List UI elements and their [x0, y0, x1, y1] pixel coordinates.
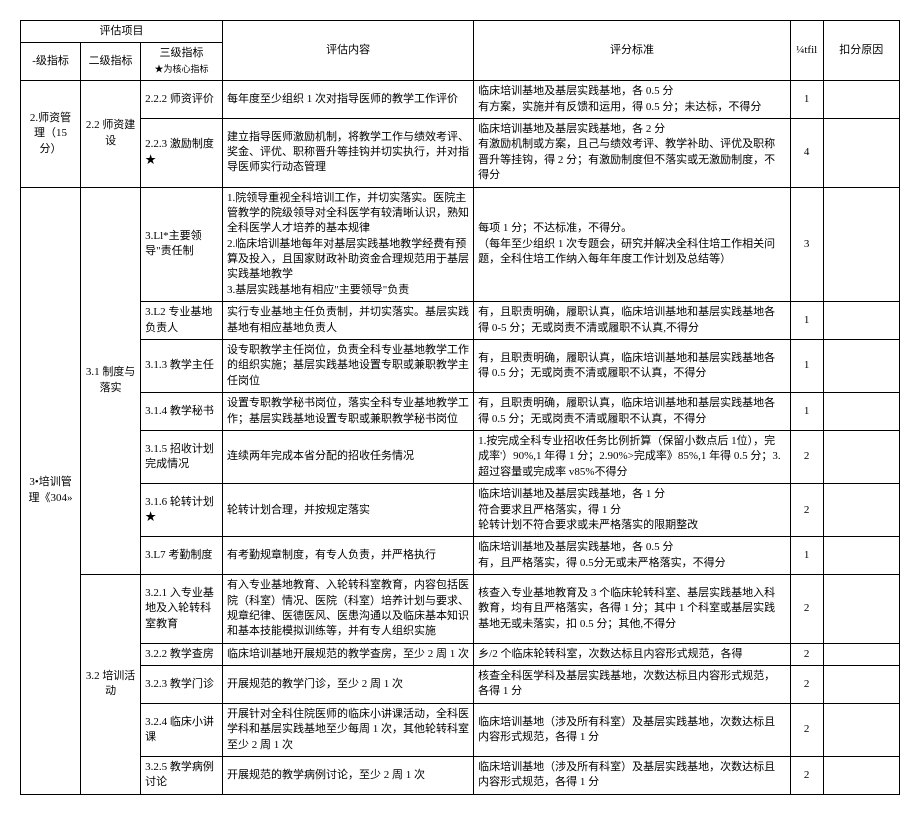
- content-cell: 开展规范的教学门诊，至少 2 周 1 次: [223, 666, 474, 704]
- score-cell: 2: [790, 643, 823, 665]
- table-row: 3.1.6 轮转计划★轮转计划合理，并按规定落实临床培训基地及基层实践基地，各 …: [21, 484, 900, 537]
- content-cell: 临床培训基地开展规范的教学查房，至少 2 周 1 次: [223, 643, 474, 665]
- lv3-cell: 3.2.5 教学病例讨论: [141, 757, 223, 795]
- table-row: 3.1.5 招收计划完成情况连续两年完成本省分配的招收任务情况1.按完成全科专业…: [21, 430, 900, 483]
- lv3-cell: 3.L7 考勤制度: [141, 537, 223, 575]
- reason-cell: [823, 484, 899, 537]
- reason-cell: [823, 393, 899, 431]
- header-content: 评估内容: [223, 21, 474, 81]
- content-cell: 建立指导医师激励机制，将教学工作与绩效考评、奖金、评优、职称晋升等挂钩并切实执行…: [223, 118, 474, 187]
- content-cell: 1.院领导重视全科培训工作，并切实落实。医院主管教学的院级领导对全科医学有较清晰…: [223, 187, 474, 302]
- standard-cell: 有，且职责明确，履职认真，临床培训基地和基层实践基地各得 0-5 分；无或岗责不…: [474, 302, 791, 340]
- table-row: 2.师资管理（15 分）2.2 师资建设2.2.2 师资评价每年度至少组织 1 …: [21, 81, 900, 119]
- score-cell: 2: [790, 666, 823, 704]
- standard-cell: 临床培训基地（涉及所有科室）及基层实践基地，次数达标且内容形式规范，各得 1 分: [474, 703, 791, 756]
- score-cell: 2: [790, 484, 823, 537]
- content-cell: 连续两年完成本省分配的招收任务情况: [223, 430, 474, 483]
- standard-cell: 核查入专业基地教育及 3 个临床轮转科室、基层实践基地入科教育，均有且严格落实，…: [474, 575, 791, 644]
- header-score: ¼tfil: [790, 21, 823, 81]
- standard-cell: 临床培训基地及基层实践基地，各 0.5 分 有方案，实施并有反馈和运用，得 0.…: [474, 81, 791, 119]
- score-cell: 1: [790, 537, 823, 575]
- content-cell: 有入专业基地教育、入轮转科室教育，内容包括医院（科室）情况、医院（科室）培养计划…: [223, 575, 474, 644]
- standard-cell: 核查全科医学科及基层实践基地，次数达标且内容形式规范，各得 1 分: [474, 666, 791, 704]
- reason-cell: [823, 187, 899, 302]
- standard-cell: 每项 1 分；不达标准，不得分。 （每年至少组织 1 次专题会，研究并解决全科住…: [474, 187, 791, 302]
- standard-cell: 临床培训基地及基层实践基地，各 0.5 分 有，且严格落实，得 0.5分无或未严…: [474, 537, 791, 575]
- lv2-cell: 3.1 制度与落实: [81, 187, 141, 575]
- lv3-cell: 3.2.4 临床小讲课: [141, 703, 223, 756]
- score-cell: 2: [790, 703, 823, 756]
- content-cell: 设专职教学主任岗位，负责全科专业基地教学工作的组织实施；基层实践基地设置专职或兼…: [223, 340, 474, 393]
- header-standard: 评分标准: [474, 21, 791, 81]
- standard-cell: 临床培训基地（涉及所有科室）及基层实践基地，次数达标且内容形式规范，各得 1 分: [474, 757, 791, 795]
- table-row: 2.2.3 激励制度★建立指导医师激励机制，将教学工作与绩效考评、奖金、评优、职…: [21, 118, 900, 187]
- lv3-cell: 2.2.3 激励制度★: [141, 118, 223, 187]
- content-cell: 轮转计划合理，并按规定落实: [223, 484, 474, 537]
- content-cell: 每年度至少组织 1 次对指导医师的教学工作评价: [223, 81, 474, 119]
- reason-cell: [823, 575, 899, 644]
- standard-cell: 临床培训基地及基层实践基地，各 2 分 有激励机制或方案，且己与绩效考评、教学补…: [474, 118, 791, 187]
- header-group: 评估项目: [21, 21, 223, 43]
- header-lv3: 三级指标★为核心指标: [141, 43, 223, 81]
- reason-cell: [823, 666, 899, 704]
- score-cell: 4: [790, 118, 823, 187]
- lv3-cell: 3.2.1 入专业基地及入轮转科室教育: [141, 575, 223, 644]
- lv2-cell: 2.2 师资建设: [81, 81, 141, 187]
- score-cell: 1: [790, 340, 823, 393]
- lv3-cell: 3.2.3 教学门诊: [141, 666, 223, 704]
- score-cell: 2: [790, 430, 823, 483]
- score-cell: 2: [790, 575, 823, 644]
- standard-cell: 有，且职责明确，履职认真，临床培训基地和基层实践基地各得 0.5 分；无或岗责不…: [474, 340, 791, 393]
- reason-cell: [823, 302, 899, 340]
- table-row: 3•培训管理《304»3.1 制度与落实3.Ll*主要领导"责任制1.院领导重视…: [21, 187, 900, 302]
- reason-cell: [823, 757, 899, 795]
- header-lv1: -级指标: [21, 43, 81, 81]
- reason-cell: [823, 340, 899, 393]
- evaluation-table: 评估项目 评估内容 评分标准 ¼tfil 扣分原因 -级指标 二级指标 三级指标…: [20, 20, 900, 795]
- table-row: 3.2.3 教学门诊开展规范的教学门诊，至少 2 周 1 次核查全科医学科及基层…: [21, 666, 900, 704]
- table-row: 3.1.4 教学秘书设置专职教学秘书岗位，落实全科专业基地教学工作；基层实践基地…: [21, 393, 900, 431]
- content-cell: 开展规范的教学病例讨论，至少 2 周 1 次: [223, 757, 474, 795]
- lv3-cell: 3.Ll*主要领导"责任制: [141, 187, 223, 302]
- lv1-cell: 3•培训管理《304»: [21, 187, 81, 794]
- lv3-cell: 3.1.4 教学秘书: [141, 393, 223, 431]
- lv3-cell: 3.1.3 教学主任: [141, 340, 223, 393]
- reason-cell: [823, 703, 899, 756]
- content-cell: 实行专业基地主任负责制，并切实落实。基层实践基地有相应基地负责人: [223, 302, 474, 340]
- lv3-cell: 3.1.5 招收计划完成情况: [141, 430, 223, 483]
- score-cell: 1: [790, 81, 823, 119]
- score-cell: 1: [790, 302, 823, 340]
- reason-cell: [823, 643, 899, 665]
- content-cell: 有考勤规章制度，有专人负责，并严格执行: [223, 537, 474, 575]
- standard-cell: 乡/2 个临床轮转科室，次数达标且内容形式规范，各得: [474, 643, 791, 665]
- header-reason: 扣分原因: [823, 21, 899, 81]
- standard-cell: 临床培训基地及基层实践基地，各 1 分 符合要求且严格落实，得 1 分 轮转计划…: [474, 484, 791, 537]
- reason-cell: [823, 537, 899, 575]
- table-row: 3.2.4 临床小讲课开展针对全科住院医师的临床小讲课活动，全科医学科和基层实践…: [21, 703, 900, 756]
- table-row: 3.L7 考勤制度有考勤规章制度，有专人负责，并严格执行临床培训基地及基层实践基…: [21, 537, 900, 575]
- table-row: 3.2.5 教学病例讨论开展规范的教学病例讨论，至少 2 周 1 次临床培训基地…: [21, 757, 900, 795]
- lv2-cell: 3.2 培训活动: [81, 575, 141, 795]
- lv3-cell: 2.2.2 师资评价: [141, 81, 223, 119]
- header-lv2: 二级指标: [81, 43, 141, 81]
- lv3-cell: 3.1.6 轮转计划★: [141, 484, 223, 537]
- content-cell: 开展针对全科住院医师的临床小讲课活动，全科医学科和基层实践基地至少每周 1 次，…: [223, 703, 474, 756]
- lv3-cell: 3.L2 专业基地负责人: [141, 302, 223, 340]
- standard-cell: 1.按完成全科专业招收任务比例折算（保留小数点后 1位），完成率'）90%,1 …: [474, 430, 791, 483]
- score-cell: 2: [790, 757, 823, 795]
- reason-cell: [823, 118, 899, 187]
- table-row: 3.L2 专业基地负责人实行专业基地主任负责制，并切实落实。基层实践基地有相应基…: [21, 302, 900, 340]
- standard-cell: 有，且职责明确，履职认真，临床培训基地和基层实践基地各得 0.5 分；无或岗责不…: [474, 393, 791, 431]
- lv1-cell: 2.师资管理（15 分）: [21, 81, 81, 187]
- score-cell: 1: [790, 393, 823, 431]
- score-cell: 3: [790, 187, 823, 302]
- reason-cell: [823, 81, 899, 119]
- content-cell: 设置专职教学秘书岗位，落实全科专业基地教学工作；基层实践基地设置专职或兼职教学秘…: [223, 393, 474, 431]
- table-row: 3.1.3 教学主任设专职教学主任岗位，负责全科专业基地教学工作的组织实施；基层…: [21, 340, 900, 393]
- lv3-cell: 3.2.2 教学查房: [141, 643, 223, 665]
- table-row: 3.2 培训活动3.2.1 入专业基地及入轮转科室教育有入专业基地教育、入轮转科…: [21, 575, 900, 644]
- table-row: 3.2.2 教学查房临床培训基地开展规范的教学查房，至少 2 周 1 次乡/2 …: [21, 643, 900, 665]
- reason-cell: [823, 430, 899, 483]
